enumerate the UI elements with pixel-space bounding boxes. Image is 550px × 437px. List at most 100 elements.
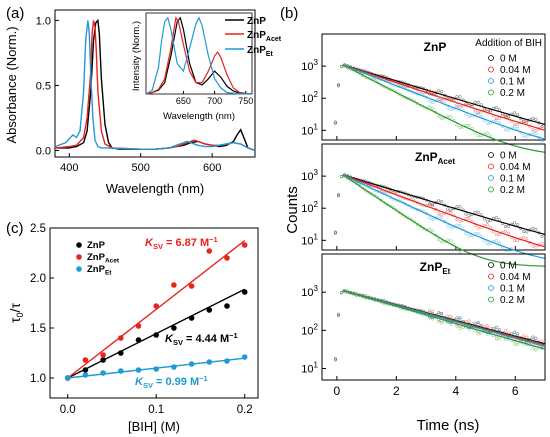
decay-point (437, 97, 441, 101)
decay-fit-line (342, 174, 546, 236)
decay-point (513, 238, 517, 243)
panel-c-label: (c) (6, 220, 24, 237)
legend-marker (488, 78, 494, 84)
decay-point (458, 250, 462, 254)
decay-point (473, 323, 477, 327)
inset-frame (145, 12, 253, 95)
decay-point (446, 106, 450, 110)
decay-point (415, 222, 419, 226)
decay-point (431, 202, 435, 207)
decay-point (440, 117, 444, 121)
y-tick-label: 1.5 (30, 323, 46, 335)
decay-point (428, 202, 432, 206)
inset-x-tick-label: 750 (238, 96, 253, 106)
data-point-znp-et (188, 361, 195, 367)
decay-point (333, 230, 337, 234)
decay-point (476, 111, 480, 115)
decay-point (339, 174, 344, 179)
decay-point (437, 199, 441, 203)
decay-point (431, 229, 435, 233)
y-tick-label: 103 (301, 168, 318, 183)
legend-entry: 0 M (500, 151, 517, 162)
decay-point (446, 224, 450, 228)
panel-a-ylabel: Absorbance (Norm.) (4, 26, 19, 143)
data-point-znp-et (153, 366, 159, 372)
legend-marker (488, 262, 494, 268)
decay-point (455, 318, 459, 322)
decay-point (534, 132, 538, 136)
data-point-znp-acet (188, 283, 195, 289)
decay-fit-line (342, 64, 546, 153)
decay-point (458, 205, 462, 209)
decay-point (497, 116, 501, 120)
x-tick-label: 500 (132, 162, 150, 174)
decay-point (446, 238, 450, 242)
legend-title: Addition of BIH (475, 38, 542, 49)
decay-point (437, 115, 441, 119)
panel-b-label: (b) (280, 5, 298, 22)
decay-point (525, 120, 529, 124)
panel-b-ylabel: Counts (284, 186, 301, 234)
decay-point (449, 239, 453, 243)
decay-point (467, 319, 471, 323)
decay-point (516, 342, 520, 346)
decay-point (525, 134, 529, 138)
decay-point (485, 219, 489, 223)
decay-subpanel: 101 102 103 ZnPAcet 0 M0.04 M0.1 M0.2 M (301, 143, 546, 267)
decay-point (446, 114, 450, 118)
decay-point (467, 327, 471, 331)
decay-point (497, 337, 501, 341)
decay-point (440, 90, 444, 94)
decay-point (455, 123, 459, 127)
decay-point (339, 64, 344, 69)
decay-point (458, 326, 462, 331)
legend-marker (488, 163, 494, 170)
data-point-znp (241, 289, 248, 295)
panel-b-xlabel: Time (ns) (417, 417, 480, 434)
y-tick-label: 101 (301, 122, 318, 137)
decay-point (479, 325, 483, 329)
decay-point (473, 210, 477, 215)
decay-point (525, 339, 529, 343)
decay-point (485, 121, 489, 125)
decay-point (503, 224, 508, 229)
decay-point (485, 223, 489, 227)
panel-c-frame (49, 227, 259, 399)
decay-point (476, 321, 480, 325)
decay-point (476, 112, 480, 116)
decay-point (516, 113, 520, 117)
decay-point (333, 357, 337, 361)
decay-point (531, 347, 535, 351)
decay-point (333, 231, 337, 235)
decay-fit-line (342, 64, 546, 131)
decay-point (540, 339, 544, 343)
decay-point (431, 90, 435, 94)
decay-point (455, 105, 459, 109)
data-point-znp (171, 325, 177, 331)
decay-point (428, 105, 432, 109)
decay-point (428, 309, 432, 313)
decay-series-01M (333, 173, 546, 260)
panel-c-ylabel: τ0/τ (7, 303, 25, 323)
decay-point (525, 230, 529, 234)
decay-point (455, 205, 459, 209)
decay-point (336, 193, 341, 197)
decay-point (458, 219, 462, 223)
decay-point (449, 115, 453, 119)
decay-fit-line (342, 64, 546, 126)
decay-point (516, 239, 520, 243)
inset-xlabel: Wavelength (nm) (163, 111, 235, 122)
decay-point (494, 239, 498, 243)
ksv-label-znp-acet: KSV = 6.87 M−1 (145, 235, 218, 251)
data-point-znp-acet (171, 282, 177, 288)
legend-entry: 0.1 M (500, 284, 525, 295)
decay-point (440, 311, 444, 315)
decay-point (531, 244, 535, 248)
decay-point (437, 311, 441, 315)
panel-c-xlabel: [BIH] (M) (128, 419, 180, 434)
y-tick-label: 1.0 (30, 373, 46, 385)
decay-point (534, 128, 538, 132)
fit-line-znp-acet (67, 240, 246, 379)
pl-line-znp (145, 16, 253, 95)
decay-point (431, 310, 435, 314)
